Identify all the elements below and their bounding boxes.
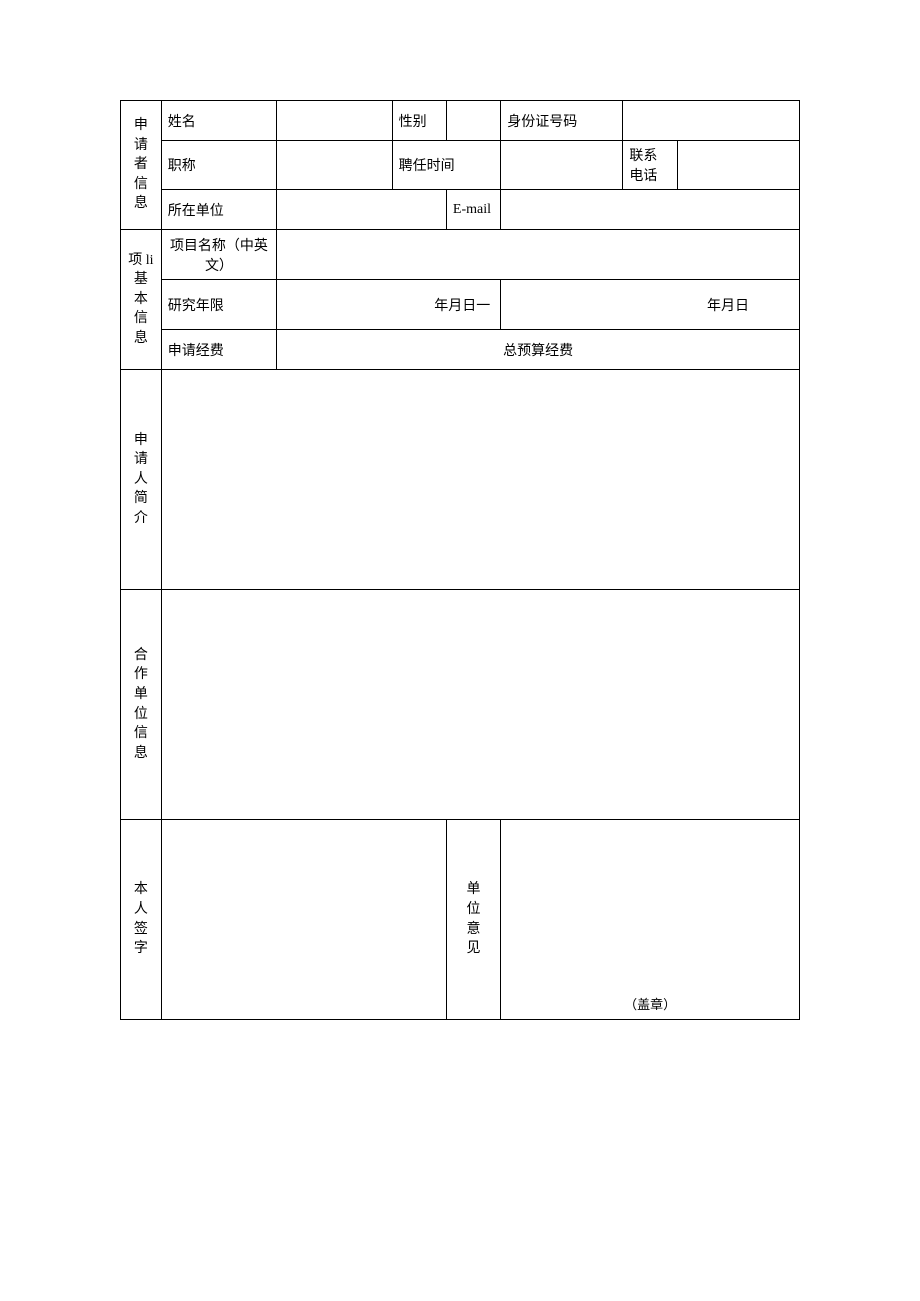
section-opinion-label: 单位意见 [446,820,500,1020]
section-applicant-label: 申请者信息 [121,101,162,230]
section-project-label: 项 li基本信息 [121,230,162,370]
section-profile-label: 申请人简介 [121,370,162,590]
application-form-table: 申请者信息 姓名 性别 身份证号码 职称 聘任时间 联系电话 所在单位 E-ma… [120,100,800,1020]
value-email [501,190,800,230]
section-signature-label: 本人签字 [121,820,162,1020]
label-stamp: （盖章） [501,820,800,1020]
value-profile [161,370,799,590]
value-appoint-time [501,141,623,190]
label-apply-fund: 申请经费 [161,330,276,370]
label-total-budget: 总预算经费 [277,330,800,370]
value-date-to: 年月日 [501,280,800,330]
value-gender [446,101,500,141]
label-research-period: 研究年限 [161,280,276,330]
label-proj-name: 项目名称（中英文） [161,230,276,280]
section-partner-label: 合作单位信息 [121,590,162,820]
label-phone: 联系电话 [623,141,677,190]
label-title: 职称 [161,141,276,190]
label-name: 姓名 [161,101,276,141]
value-idnum [623,101,800,141]
label-org: 所在单位 [161,190,276,230]
value-date-from: 年月日一 [277,280,501,330]
value-proj-name [277,230,800,280]
label-appoint-time: 聘任时间 [392,141,501,190]
value-partner [161,590,799,820]
label-gender: 性别 [392,101,446,141]
value-signature [161,820,446,1020]
label-idnum: 身份证号码 [501,101,623,141]
value-name [277,101,392,141]
value-title [277,141,392,190]
label-email: E-mail [446,190,500,230]
value-org [277,190,447,230]
value-phone [677,141,799,190]
